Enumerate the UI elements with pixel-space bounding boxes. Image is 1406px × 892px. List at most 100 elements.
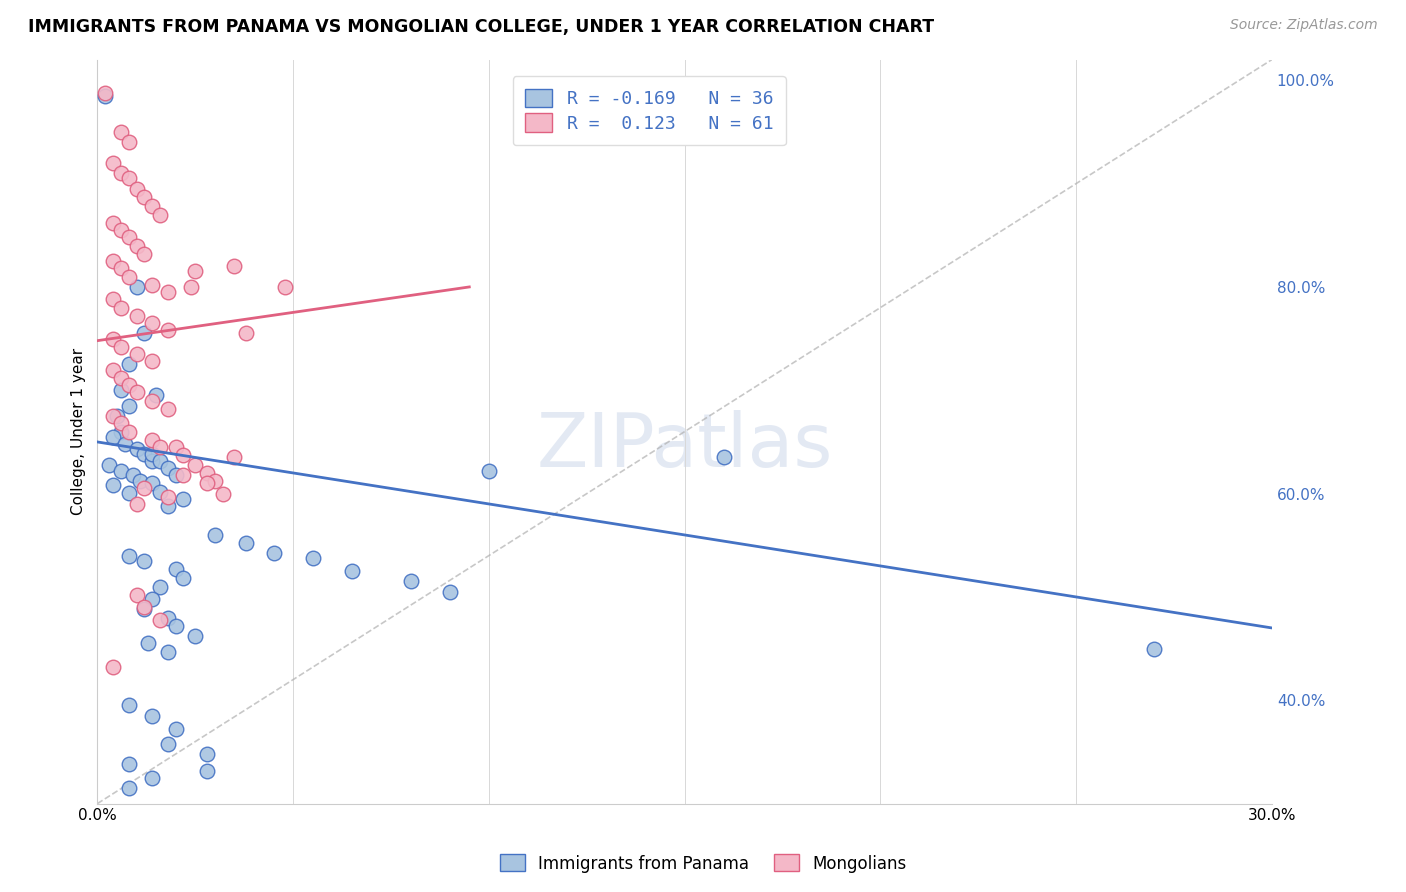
Point	[125, 309, 148, 323]
Point	[134, 602, 156, 616]
Point	[156, 737, 179, 751]
Y-axis label: College, Under 1 year: College, Under 1 year	[72, 348, 86, 516]
Point	[141, 199, 163, 213]
Text: IMMIGRANTS FROM PANAMA VS MONGOLIAN COLLEGE, UNDER 1 YEAR CORRELATION CHART: IMMIGRANTS FROM PANAMA VS MONGOLIAN COLL…	[28, 18, 934, 36]
Point	[134, 326, 156, 341]
Point	[713, 450, 735, 465]
Point	[156, 490, 179, 504]
Point	[114, 437, 136, 451]
Point	[141, 393, 163, 408]
Point	[118, 399, 141, 413]
Point	[110, 384, 132, 398]
Point	[110, 261, 132, 276]
Point	[184, 458, 207, 472]
Point	[125, 280, 148, 294]
Point	[141, 316, 163, 330]
Point	[156, 323, 179, 337]
Point	[121, 468, 143, 483]
Point	[110, 464, 132, 478]
Point	[118, 269, 141, 284]
Point	[165, 440, 187, 454]
Point	[94, 88, 117, 103]
Point	[184, 264, 207, 278]
Legend: Immigrants from Panama, Mongolians: Immigrants from Panama, Mongolians	[494, 847, 912, 880]
Point	[156, 460, 179, 475]
Point	[134, 447, 156, 461]
Point	[399, 574, 422, 589]
Point	[195, 476, 218, 491]
Point	[149, 580, 172, 594]
Point	[101, 216, 124, 230]
Point	[235, 536, 257, 550]
Point	[173, 571, 195, 585]
Point	[141, 433, 163, 447]
Point	[110, 223, 132, 237]
Point	[141, 708, 163, 723]
Point	[149, 453, 172, 467]
Point	[141, 771, 163, 785]
Point	[263, 545, 285, 559]
Point	[101, 293, 124, 307]
Point	[156, 401, 179, 416]
Point	[118, 230, 141, 244]
Point	[224, 260, 246, 274]
Point	[125, 238, 148, 252]
Point	[156, 645, 179, 659]
Point	[118, 358, 141, 372]
Point	[118, 135, 141, 149]
Point	[110, 340, 132, 354]
Point	[118, 425, 141, 439]
Point	[134, 190, 156, 204]
Point	[101, 254, 124, 268]
Point	[125, 347, 148, 361]
Point	[110, 166, 132, 180]
Point	[141, 476, 163, 491]
Point	[141, 592, 163, 607]
Point	[235, 326, 257, 341]
Point	[156, 285, 179, 299]
Point	[134, 600, 156, 615]
Point	[125, 497, 148, 511]
Point	[1143, 641, 1166, 656]
Point	[101, 660, 124, 674]
Point	[340, 564, 363, 578]
Point	[211, 486, 233, 500]
Point	[118, 781, 141, 796]
Point	[125, 385, 148, 400]
Legend: R = -0.169   N = 36, R =  0.123   N = 61: R = -0.169 N = 36, R = 0.123 N = 61	[513, 76, 786, 145]
Point	[195, 747, 218, 761]
Point	[149, 484, 172, 499]
Point	[478, 464, 501, 478]
Point	[145, 388, 167, 402]
Point	[105, 409, 128, 423]
Point	[180, 280, 202, 294]
Point	[98, 458, 121, 472]
Point	[156, 610, 179, 624]
Point	[118, 549, 141, 563]
Point	[165, 619, 187, 633]
Point	[101, 332, 124, 346]
Point	[110, 371, 132, 385]
Point	[149, 613, 172, 627]
Point	[129, 474, 152, 488]
Text: Source: ZipAtlas.com: Source: ZipAtlas.com	[1230, 18, 1378, 32]
Point	[195, 764, 218, 778]
Point	[204, 528, 226, 542]
Point	[118, 757, 141, 772]
Point	[118, 378, 141, 392]
Point	[165, 723, 187, 737]
Point	[141, 277, 163, 292]
Point	[118, 171, 141, 186]
Point	[101, 430, 124, 444]
Text: ZIPatlas: ZIPatlas	[537, 410, 832, 483]
Point	[165, 562, 187, 576]
Point	[110, 417, 132, 431]
Point	[110, 125, 132, 139]
Point	[125, 442, 148, 457]
Point	[118, 485, 141, 500]
Point	[165, 468, 187, 483]
Point	[149, 208, 172, 222]
Point	[101, 156, 124, 170]
Point	[134, 247, 156, 261]
Point	[173, 449, 195, 463]
